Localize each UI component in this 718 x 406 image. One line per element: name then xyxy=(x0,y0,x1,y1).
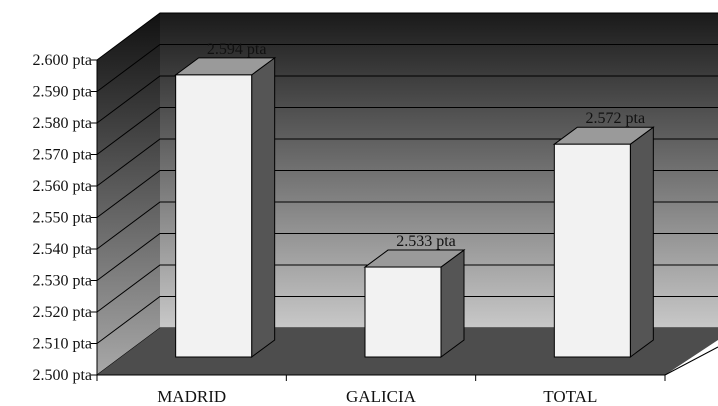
gridline xyxy=(96,233,718,281)
gridline xyxy=(96,138,718,187)
x-tick-label: MADRID xyxy=(157,387,226,406)
y-tick-label: 2.570 pta xyxy=(32,147,92,164)
gridline xyxy=(96,264,718,313)
bar-side xyxy=(251,56,276,358)
y-axis: 2.500 pta 2.510 pta 2.520 pta 2.530 pta 2.54… xyxy=(32,52,98,384)
x-tick-label: TOTAL xyxy=(543,387,597,406)
gridline xyxy=(96,12,718,61)
x-axis-edge xyxy=(664,346,718,376)
y-tick-label: 2.540 pta xyxy=(32,241,92,258)
x-axis: MADRID GALICIA TOTAL xyxy=(96,346,718,406)
gridline xyxy=(96,75,718,124)
data-label: 2.572 pta xyxy=(586,110,646,127)
bar-front xyxy=(364,266,442,358)
y-tick-label: 2.600 pta xyxy=(32,52,92,69)
bar-front xyxy=(175,74,253,358)
bar xyxy=(174,56,277,358)
y-tick-label: 2.510 pta xyxy=(32,336,92,353)
bar xyxy=(363,249,466,358)
gridline xyxy=(96,44,718,92)
bar-side xyxy=(629,126,654,358)
bar xyxy=(552,126,655,358)
gridline xyxy=(96,201,718,250)
y-tick-label: 2.550 pta xyxy=(32,210,92,227)
y-tick-label: 2.560 pta xyxy=(32,178,92,195)
y-tick-label: 2.530 pta xyxy=(32,273,92,290)
x-tick-label: GALICIA xyxy=(346,387,417,406)
data-label: 2.594 pta xyxy=(207,41,267,58)
y-tick-label: 2.520 pta xyxy=(32,304,92,321)
y-tick-label: 2.500 pta xyxy=(32,367,92,384)
bar-side xyxy=(440,249,465,358)
y-tick-label: 2.590 pta xyxy=(32,84,92,101)
gridline xyxy=(96,107,718,155)
data-labels: 2.594 pta 2.533 pta 2.572 pta xyxy=(207,41,645,250)
gridline xyxy=(96,170,718,218)
data-label: 2.533 pta xyxy=(396,233,456,250)
bars xyxy=(174,56,655,358)
y-tick-label: 2.580 pta xyxy=(32,115,92,132)
bar-front xyxy=(553,143,631,358)
gridline xyxy=(96,296,718,344)
